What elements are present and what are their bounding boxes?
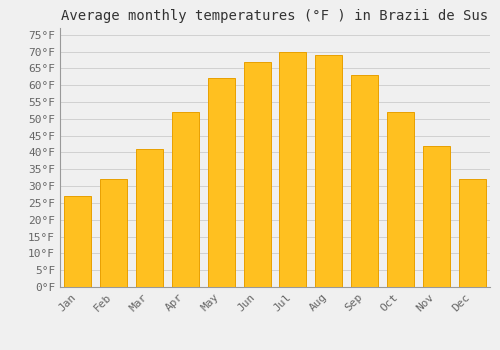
Bar xyxy=(387,112,414,287)
Bar xyxy=(423,146,450,287)
Bar xyxy=(280,51,306,287)
Bar xyxy=(458,179,485,287)
Title: Average monthly temperatures (°F ) in Brazii de Sus: Average monthly temperatures (°F ) in Br… xyxy=(62,9,488,23)
Bar xyxy=(351,75,378,287)
Bar xyxy=(136,149,163,287)
Bar xyxy=(316,55,342,287)
Bar xyxy=(64,196,92,287)
Bar xyxy=(244,62,270,287)
Bar xyxy=(208,78,234,287)
Bar xyxy=(100,179,127,287)
Bar xyxy=(172,112,199,287)
